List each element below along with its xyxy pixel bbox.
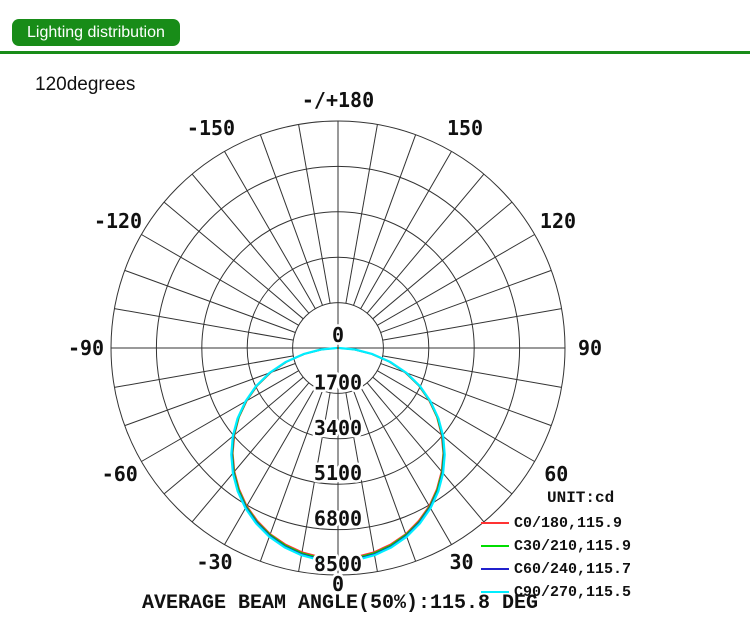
grid-spoke (360, 387, 452, 545)
series-swatch-c90 (481, 591, 509, 594)
angle-label--60: -60 (102, 462, 138, 486)
radial-label-8500: 8500 (314, 552, 362, 576)
grid-spoke (377, 370, 535, 462)
grid-spoke (191, 382, 310, 523)
angle-label-180: -/+180 (302, 88, 374, 112)
angle-label--30: -30 (196, 550, 232, 574)
average-beam-angle-text: AVERAGE BEAM ANGLE(50%):115.8 DEG (141, 592, 539, 615)
grid-spoke (163, 201, 304, 320)
grid-spoke (380, 363, 552, 427)
series-swatch-c30 (481, 545, 509, 548)
grid-spoke (124, 269, 296, 333)
radial-label-6800: 6800 (314, 507, 362, 531)
grid-spoke (377, 234, 535, 326)
grid-spoke (353, 390, 417, 562)
grid-spoke (141, 234, 299, 326)
grid-spoke (191, 173, 310, 314)
radial-label-5100: 5100 (314, 461, 362, 485)
grid-spoke (298, 392, 331, 572)
grid-spoke (366, 382, 485, 523)
grid-spoke (114, 308, 294, 341)
legend-entry: C30/210,115.9 (481, 535, 631, 558)
series-curve-C90-270 (230, 346, 446, 563)
legend-entry: C60/240,115.7 (481, 558, 631, 581)
angle-label--90: -90 (68, 336, 104, 360)
radial-label-1700: 1700 (314, 370, 362, 394)
grid-spoke (366, 173, 485, 314)
grid-spoke (141, 370, 299, 462)
grid-spoke (345, 392, 378, 572)
angle-label-150: 150 (447, 116, 483, 140)
grid-spoke (114, 355, 294, 388)
angle-label--120: -120 (94, 209, 142, 233)
grid-spoke (224, 387, 316, 545)
series-swatch-c60 (481, 568, 509, 571)
beam-angle-subtitle: 120degrees (35, 74, 136, 95)
legend-entry-label: C90/270,115.5 (514, 584, 632, 601)
grid-spoke (353, 134, 417, 306)
legend-entry: C90/270,115.5 (481, 581, 631, 604)
angle-label-30: 30 (449, 550, 473, 574)
grid-spoke (124, 363, 296, 427)
radial-label-3400: 3400 (314, 416, 362, 440)
angle-label--150: -150 (187, 116, 235, 140)
legend: UNIT:cd C0/180,115.9 C30/210,115.9 C60/2… (481, 489, 631, 604)
section-badge-label: Lighting distribution (27, 24, 165, 41)
angle-label-90: 90 (578, 336, 602, 360)
legend-entry-label: C30/210,115.9 (514, 538, 632, 555)
grid-spoke (259, 390, 323, 562)
legend-unit-label: UNIT:cd (547, 489, 615, 507)
grid-spoke (382, 308, 562, 341)
grid-spoke (372, 201, 513, 320)
legend-entry: C0/180,115.9 (481, 512, 631, 535)
section-badge: Lighting distribution (12, 19, 180, 46)
radial-label-0: 0 (332, 323, 344, 347)
section-divider (0, 51, 750, 54)
series-swatch-c0 (481, 522, 509, 525)
angle-label-60: 60 (544, 462, 568, 486)
legend-entry-label: C0/180,115.9 (514, 515, 623, 532)
grid-spoke (382, 355, 562, 388)
grid-spoke (360, 151, 452, 309)
angle-label-0: 0 (332, 572, 344, 596)
grid-spoke (345, 124, 378, 304)
angle-label-120: 120 (540, 209, 576, 233)
grid-spoke (380, 269, 552, 333)
grid-spoke (298, 124, 331, 304)
grid-spoke (259, 134, 323, 306)
grid-spoke (224, 151, 316, 309)
legend-entry-label: C60/240,115.7 (514, 561, 632, 578)
